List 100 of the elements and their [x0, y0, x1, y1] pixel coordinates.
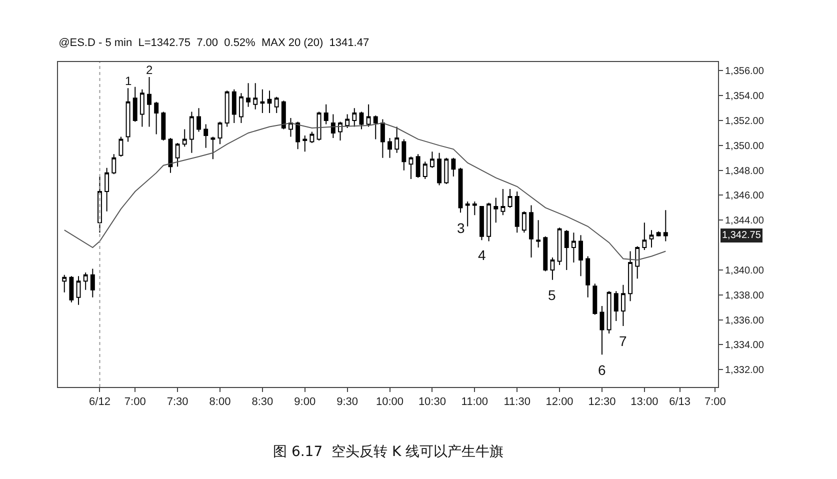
- candlestick: [310, 131, 314, 144]
- candlestick: [104, 167, 110, 212]
- candlestick: [218, 121, 222, 145]
- candlestick: [402, 138, 406, 171]
- candlestick: [359, 111, 364, 130]
- candlestick: [140, 88, 144, 128]
- x-tick-label: 9:30: [336, 396, 358, 408]
- x-tick-label: 11:00: [461, 396, 488, 408]
- candlestick: [380, 118, 385, 158]
- x-tick-label: 6/13: [669, 396, 691, 408]
- candlestick: [586, 256, 590, 298]
- y-tick-label: 1,346.00: [725, 190, 764, 202]
- chart-title: @ES.D - 5 min L=1342.75 7.00 0.52% MAX 20 (20) 1341.47: [58, 37, 370, 50]
- x-tick-label: 7:30: [166, 396, 188, 408]
- candlestick: [600, 306, 604, 356]
- candlestick: [529, 204, 534, 258]
- candlestick: [352, 108, 357, 128]
- candlestick: [373, 115, 378, 140]
- y-tick-label: 1,334.00: [725, 340, 764, 352]
- annotation: 4: [478, 247, 486, 263]
- annotation: 1,342.75: [722, 230, 762, 241]
- candlestick: [508, 188, 512, 208]
- annotation: 7: [619, 333, 627, 349]
- candlestick: [388, 137, 392, 158]
- candlestick: [522, 210, 526, 234]
- candlestick: [614, 290, 618, 322]
- candlestick: [437, 152, 442, 186]
- candlestick: [324, 104, 328, 125]
- annotation: 3: [457, 220, 465, 236]
- candlestick: [394, 126, 400, 154]
- candlestick: [592, 283, 598, 316]
- annotation: 6: [598, 362, 606, 378]
- candlestick: [458, 167, 463, 214]
- candlestick: [302, 134, 308, 152]
- candlestick: [246, 82, 251, 108]
- candlestick: [296, 121, 300, 150]
- candlestick: [288, 118, 293, 138]
- candlestick: [550, 257, 555, 280]
- candlestick: [253, 82, 258, 110]
- candlestick: [196, 108, 201, 132]
- candlestick: [316, 111, 322, 141]
- candlestick: [330, 114, 336, 138]
- candlestick: [345, 114, 350, 128]
- candlestick: [500, 188, 506, 216]
- candlestick: [422, 161, 428, 180]
- x-tick-label: 8:30: [252, 396, 274, 408]
- candlestick: [578, 234, 583, 277]
- candlestick: [112, 154, 116, 175]
- candlestick: [480, 206, 484, 241]
- candlestick: [267, 90, 272, 114]
- candlestick: [514, 191, 520, 234]
- candlestick: [536, 220, 541, 248]
- x-tick-label: 6/12: [89, 396, 110, 408]
- x-tick-label: 12:00: [546, 396, 574, 408]
- candlestick: [147, 76, 152, 128]
- x-tick-label: 10:30: [418, 396, 446, 408]
- candlestick: [118, 136, 124, 158]
- candlestick: [161, 111, 166, 141]
- y-tick-label: 1,348.00: [725, 166, 764, 177]
- line-series: [64, 122, 666, 260]
- candlestick: [557, 227, 562, 266]
- candlestick: [224, 90, 230, 128]
- candlestick: [408, 156, 414, 180]
- y-tick-label: 1,356.00: [725, 66, 764, 78]
- candlestick: [62, 274, 67, 293]
- y-tick-label: 1,340.00: [725, 265, 764, 276]
- y-tick-label: 1,352.00: [725, 116, 764, 128]
- candlestick: [620, 284, 626, 326]
- y-tick-label: 1,336.00: [725, 315, 764, 326]
- candlestick: [465, 200, 470, 227]
- candlestick: [260, 88, 265, 114]
- candlestick: [69, 276, 74, 303]
- y-tick-label: 1,344.00: [725, 216, 764, 227]
- candlestick: [238, 92, 244, 124]
- candlestick: [606, 290, 612, 334]
- candlestick: [571, 232, 576, 263]
- candlestick: [189, 111, 194, 154]
- x-tick-label: 12:30: [588, 396, 616, 408]
- candlestick: [90, 268, 95, 298]
- y-tick-label: 1,354.00: [725, 91, 764, 102]
- candlestick: [472, 200, 477, 216]
- candlestick: [663, 210, 668, 242]
- y-tick-label: 1,332.00: [725, 365, 764, 376]
- candlestick: [494, 197, 498, 224]
- candlestick: [132, 86, 138, 122]
- candlestick: [656, 230, 661, 237]
- candlestick: [274, 96, 279, 114]
- annotation: 5: [548, 287, 556, 303]
- candlestick: [210, 136, 216, 160]
- candlestick: [154, 101, 159, 135]
- x-tick-label: 7:00: [704, 396, 726, 408]
- candlestick: [126, 88, 130, 142]
- candlestick: [175, 142, 180, 168]
- candlestick: [168, 137, 173, 174]
- x-tick-label: 11:30: [504, 396, 530, 408]
- candlestick: [281, 100, 286, 130]
- candlestick: [635, 246, 640, 280]
- candlestick: [232, 88, 236, 124]
- x-tick-label: 9:00: [294, 396, 316, 408]
- x-tick-label: 13:00: [630, 396, 658, 408]
